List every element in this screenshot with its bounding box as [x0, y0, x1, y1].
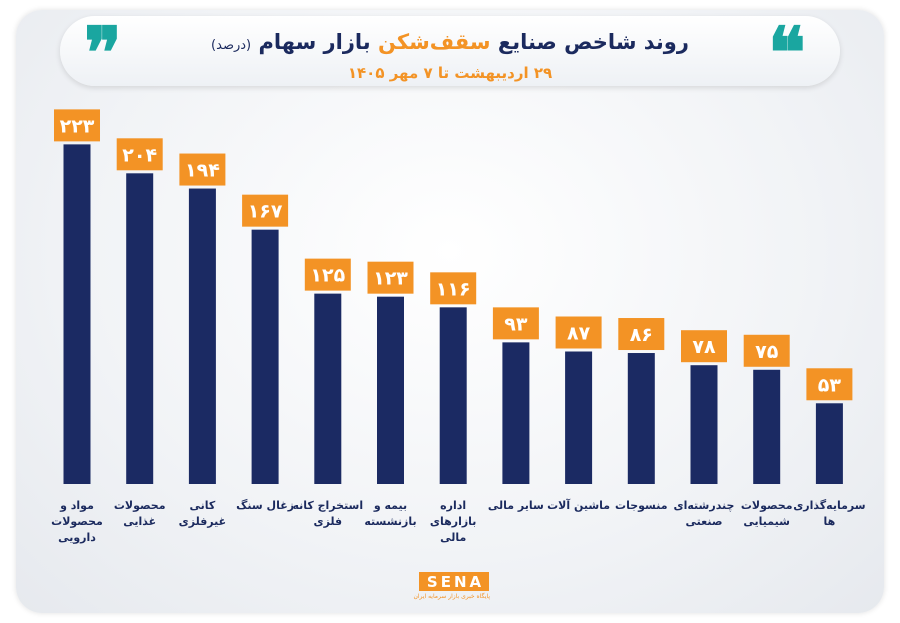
bar-8 [502, 342, 530, 484]
sena-logo: SENA پایگاه خبری بازار سرمایه ایران [413, 572, 490, 612]
category-label-12: محصولات شیمیایی [740, 499, 793, 528]
category-label-4: زغال سنگ [236, 499, 295, 512]
category-label-3: کانی غیرفلزی [178, 499, 227, 528]
category-label-10: منسوجات [615, 499, 668, 512]
bar-9 [565, 351, 593, 484]
value-label-8: ۹۳ [504, 313, 528, 335]
bar-10 [627, 353, 655, 484]
category-label-8: سایر مالی [487, 499, 544, 512]
value-badge-9 [555, 316, 602, 349]
title-highlight: سقف‌شکن [378, 30, 491, 54]
bar-2 [126, 173, 154, 485]
category-label-2: محصولات غذایی [113, 499, 166, 528]
category-label-1: مواد و محصولات دارویی [51, 499, 103, 544]
value-label-6: ۱۲۳ [373, 268, 408, 290]
category-label-5: استخراج کانه فلزی [292, 499, 364, 528]
close-quote-icon: ❝ [768, 11, 806, 94]
value-label-5: ۱۲۵ [310, 265, 345, 287]
value-label-13: ۵۳ [818, 374, 842, 396]
chart-title: روند شاخص صنایع سقف‌شکن بازار سهام (درصد… [150, 30, 750, 54]
title-unit: (درصد) [211, 38, 252, 53]
value-label-2: ۲۰۴ [122, 144, 157, 166]
value-badge-3 [179, 153, 226, 186]
category-label-13: سرمایه‌گذاری ها [793, 499, 866, 528]
value-badge-5 [304, 258, 351, 291]
value-label-7: ۱۱۶ [436, 278, 471, 300]
bar-7 [439, 307, 467, 484]
bar-12 [753, 369, 781, 484]
value-label-12: ۷۵ [755, 341, 779, 363]
logo-text: SENA [418, 572, 490, 591]
category-label-7: اداره بازارهای مالی [429, 499, 477, 544]
title-banner [60, 16, 840, 86]
bar-4 [251, 229, 279, 484]
bar-1 [63, 144, 91, 484]
logo-tagline: پایگاه خبری بازار سرمایه ایران [413, 593, 490, 600]
value-badge-8 [492, 307, 539, 340]
value-badge-12 [743, 334, 790, 367]
bar-5 [314, 293, 342, 484]
value-badge-11 [681, 330, 727, 363]
bar-13 [815, 403, 843, 484]
category-label-9: ماشین آلات [547, 499, 611, 512]
bar-11 [690, 365, 718, 484]
value-label-10: ۸۶ [630, 324, 653, 346]
open-quote-icon: ❞ [84, 11, 122, 94]
value-badge-4 [242, 194, 289, 227]
bar-6 [377, 296, 404, 484]
value-label-3: ۱۹۴ [185, 160, 220, 182]
value-badge-2 [116, 138, 163, 171]
chart-subtitle: ۲۹ اردیبهشت تا ۷ مهر ۱۴۰۵ [347, 64, 553, 82]
value-badge-7 [430, 272, 477, 305]
value-badge-6 [367, 261, 414, 294]
value-badge-1 [54, 109, 100, 142]
category-label-11: چندرشته‌ای صنعتی [673, 499, 735, 528]
value-badge-10 [618, 318, 665, 351]
title-main: روند شاخص صنایع [497, 30, 689, 54]
bar-3 [188, 188, 216, 484]
title-rest: بازار سهام [258, 30, 371, 54]
value-label-1: ۲۲۳ [60, 115, 95, 137]
value-label-9: ۸۷ [567, 322, 591, 344]
value-badge-13 [806, 368, 853, 401]
value-label-4: ۱۶۷ [248, 201, 283, 223]
value-label-11: ۷۸ [692, 336, 716, 358]
category-label-6: بیمه و بازنشسته [364, 499, 417, 528]
